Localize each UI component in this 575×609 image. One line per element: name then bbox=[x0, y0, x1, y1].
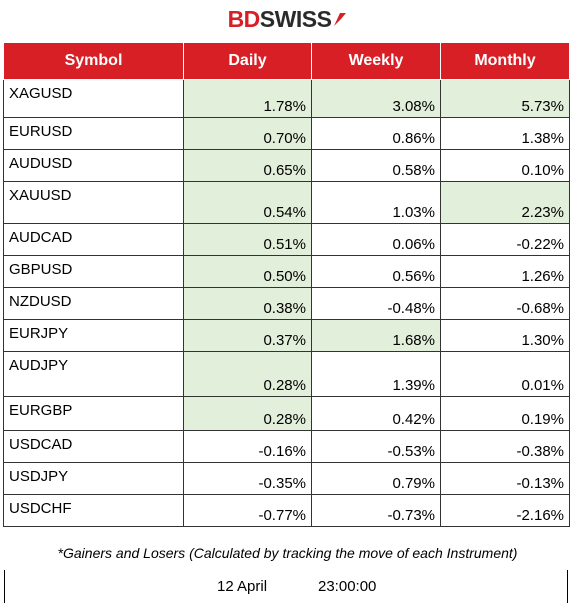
weekly-cell: -0.48% bbox=[311, 287, 441, 320]
brand-name-part1: BD bbox=[227, 5, 261, 32]
header-monthly: Monthly bbox=[440, 42, 570, 80]
report-date: 12 April bbox=[217, 578, 268, 595]
daily-cell: 0.37% bbox=[183, 319, 312, 352]
table-row: USDJPY -0.35% 0.79% -0.13% bbox=[3, 462, 570, 495]
monthly-cell: 2.23% bbox=[440, 181, 570, 224]
weekly-cell: 1.68% bbox=[311, 319, 441, 352]
symbol-cell: NZDUSD bbox=[3, 287, 184, 320]
monthly-cell: -2.16% bbox=[440, 494, 570, 527]
symbol-cell: XAUUSD bbox=[3, 181, 184, 224]
daily-cell: 0.28% bbox=[183, 351, 312, 397]
header-symbol: Symbol bbox=[3, 42, 184, 80]
symbol-cell: EURGBP bbox=[3, 396, 184, 431]
monthly-cell: 5.73% bbox=[440, 79, 570, 118]
daily-cell: -0.77% bbox=[183, 494, 312, 527]
daily-cell: -0.35% bbox=[183, 462, 312, 495]
weekly-cell: 0.86% bbox=[311, 117, 441, 150]
performance-table: Symbol Daily Weekly Monthly XAGUSD 1.78% 3… bbox=[3, 42, 570, 527]
table-row: EURUSD 0.70% 0.86% 1.38% bbox=[3, 117, 570, 150]
monthly-cell: 0.10% bbox=[440, 149, 570, 182]
table-body: XAGUSD 1.78% 3.08% 5.73% EURUSD 0.70% 0.86% 1.3… bbox=[3, 79, 570, 527]
daily-cell: 1.78% bbox=[183, 79, 312, 118]
monthly-cell: -0.13% bbox=[440, 462, 570, 495]
weekly-cell: 0.42% bbox=[311, 396, 441, 431]
footnote: *Gainers and Losers (Calculated by track… bbox=[57, 545, 518, 561]
weekly-cell: 0.56% bbox=[311, 255, 441, 288]
monthly-cell: -0.22% bbox=[440, 223, 570, 256]
monthly-cell: 1.30% bbox=[440, 319, 570, 352]
table-row: USDCAD -0.16% -0.53% -0.38% bbox=[3, 430, 570, 463]
symbol-cell: EURUSD bbox=[3, 117, 184, 150]
monthly-cell: 1.38% bbox=[440, 117, 570, 150]
symbol-cell: AUDUSD bbox=[3, 149, 184, 182]
daily-cell: -0.16% bbox=[183, 430, 312, 463]
table-row: XAGUSD 1.78% 3.08% 5.73% bbox=[3, 79, 570, 118]
table-row: EURJPY 0.37% 1.68% 1.30% bbox=[3, 319, 570, 352]
symbol-cell: USDCAD bbox=[3, 430, 184, 463]
arrow-flag-icon bbox=[333, 6, 347, 33]
table-row: EURGBP 0.28% 0.42% 0.19% bbox=[3, 396, 570, 431]
table-row: AUDUSD 0.65% 0.58% 0.10% bbox=[3, 149, 570, 182]
weekly-cell: -0.73% bbox=[311, 494, 441, 527]
symbol-cell: AUDCAD bbox=[3, 223, 184, 256]
weekly-cell: 1.39% bbox=[311, 351, 441, 397]
monthly-cell: 0.19% bbox=[440, 396, 570, 431]
timestamp-box: 12 April 23:00:00 bbox=[4, 570, 568, 603]
weekly-cell: -0.53% bbox=[311, 430, 441, 463]
brand-wordmark: BD SWISS bbox=[228, 6, 348, 33]
symbol-cell: USDJPY bbox=[3, 462, 184, 495]
monthly-cell: -0.38% bbox=[440, 430, 570, 463]
table-row: XAUUSD 0.54% 1.03% 2.23% bbox=[3, 181, 570, 224]
monthly-cell: -0.68% bbox=[440, 287, 570, 320]
brand-name-part2: SWISS bbox=[259, 5, 332, 32]
weekly-cell: 3.08% bbox=[311, 79, 441, 118]
daily-cell: 0.38% bbox=[183, 287, 312, 320]
daily-cell: 0.54% bbox=[183, 181, 312, 224]
weekly-cell: 1.03% bbox=[311, 181, 441, 224]
header-row: Symbol Daily Weekly Monthly bbox=[3, 42, 570, 80]
header-weekly: Weekly bbox=[311, 42, 441, 80]
symbol-cell: XAGUSD bbox=[3, 79, 184, 118]
daily-cell: 0.28% bbox=[183, 396, 312, 431]
table-row: USDCHF -0.77% -0.73% -2.16% bbox=[3, 494, 570, 527]
daily-cell: 0.70% bbox=[183, 117, 312, 150]
symbol-cell: USDCHF bbox=[3, 494, 184, 527]
weekly-cell: 0.58% bbox=[311, 149, 441, 182]
monthly-cell: 1.26% bbox=[440, 255, 570, 288]
table-row: AUDJPY 0.28% 1.39% 0.01% bbox=[3, 351, 570, 397]
header-daily: Daily bbox=[183, 42, 312, 80]
daily-cell: 0.50% bbox=[183, 255, 312, 288]
table-row: NZDUSD 0.38% -0.48% -0.68% bbox=[3, 287, 570, 320]
report-time: 23:00:00 bbox=[318, 578, 377, 595]
symbol-cell: GBPUSD bbox=[3, 255, 184, 288]
table-row: GBPUSD 0.50% 0.56% 1.26% bbox=[3, 255, 570, 288]
daily-cell: 0.51% bbox=[183, 223, 312, 256]
weekly-cell: 0.06% bbox=[311, 223, 441, 256]
table-row: AUDCAD 0.51% 0.06% -0.22% bbox=[3, 223, 570, 256]
daily-cell: 0.65% bbox=[183, 149, 312, 182]
brand-logo: BD SWISS bbox=[0, 4, 575, 34]
symbol-cell: AUDJPY bbox=[3, 351, 184, 397]
symbol-cell: EURJPY bbox=[3, 319, 184, 352]
weekly-cell: 0.79% bbox=[311, 462, 441, 495]
monthly-cell: 0.01% bbox=[440, 351, 570, 397]
